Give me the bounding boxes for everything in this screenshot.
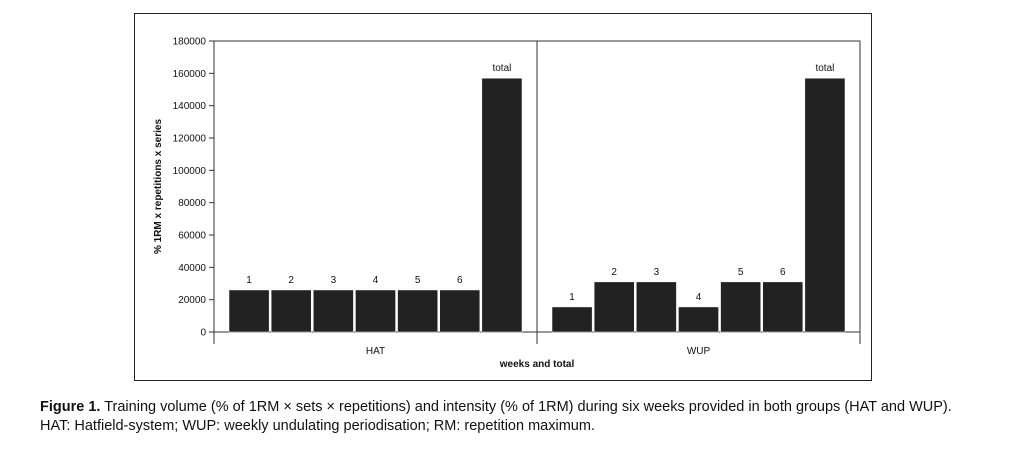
bar-label: 6 <box>780 267 786 278</box>
bar-label: 4 <box>373 275 379 286</box>
bar <box>762 281 804 333</box>
y-tick-label: 60000 <box>178 231 206 242</box>
bar <box>593 281 635 333</box>
bar-label: 3 <box>654 267 660 278</box>
y-tick-label: 40000 <box>178 263 206 274</box>
y-tick-label: 0 <box>200 328 206 339</box>
bar <box>355 289 396 333</box>
figure-caption: Figure 1. Training volume (% of 1RM × se… <box>40 398 1000 436</box>
bar-label: 6 <box>457 275 463 286</box>
caption-note: HAT: Hatfield-system; WUP: weekly undula… <box>40 418 595 434</box>
bar-label: total <box>492 63 511 74</box>
bar-label: 3 <box>331 275 337 286</box>
bar <box>804 77 846 333</box>
bar <box>636 281 677 333</box>
y-tick-label: 100000 <box>173 166 207 177</box>
figure-text: Training volume (% of 1RM × sets × repet… <box>104 399 952 415</box>
bar <box>228 289 270 333</box>
bar <box>270 289 312 333</box>
bar <box>720 281 761 333</box>
bar-label: 1 <box>246 275 252 286</box>
bar-label: 4 <box>696 292 702 303</box>
caption-main: Figure 1. Training volume (% of 1RM × se… <box>40 398 1000 417</box>
bar <box>313 289 354 333</box>
bar-label: 5 <box>738 267 744 278</box>
bar <box>439 289 481 333</box>
x-axis-title: weeks and total <box>499 359 575 370</box>
y-tick-label: 20000 <box>178 295 206 306</box>
bar-label: 2 <box>288 275 294 286</box>
bar <box>551 306 593 333</box>
bar-label: 5 <box>415 275 421 286</box>
y-tick-label: 80000 <box>178 198 206 209</box>
y-tick-label: 140000 <box>173 101 207 112</box>
y-tick-label: 160000 <box>173 69 207 80</box>
chart-frame: 0 20000 40000 60000 80000 100000 120000 140000 1… <box>134 13 872 381</box>
group-label: HAT <box>366 346 385 357</box>
bar-label: 1 <box>569 292 575 303</box>
bar <box>678 306 719 333</box>
y-tick-label: 180000 <box>173 37 207 48</box>
bar-label: total <box>815 63 834 74</box>
bar-label: 2 <box>611 267 617 278</box>
group-label: WUP <box>687 346 711 357</box>
bar <box>397 289 438 333</box>
figure-label: Figure 1. <box>40 399 101 415</box>
y-axis-title: % 1RM x repetitions x series <box>153 119 164 254</box>
y-tick-label: 120000 <box>173 134 207 145</box>
bar-chart: 0 20000 40000 60000 80000 100000 120000 140000 1… <box>153 37 861 370</box>
bar <box>481 77 523 333</box>
